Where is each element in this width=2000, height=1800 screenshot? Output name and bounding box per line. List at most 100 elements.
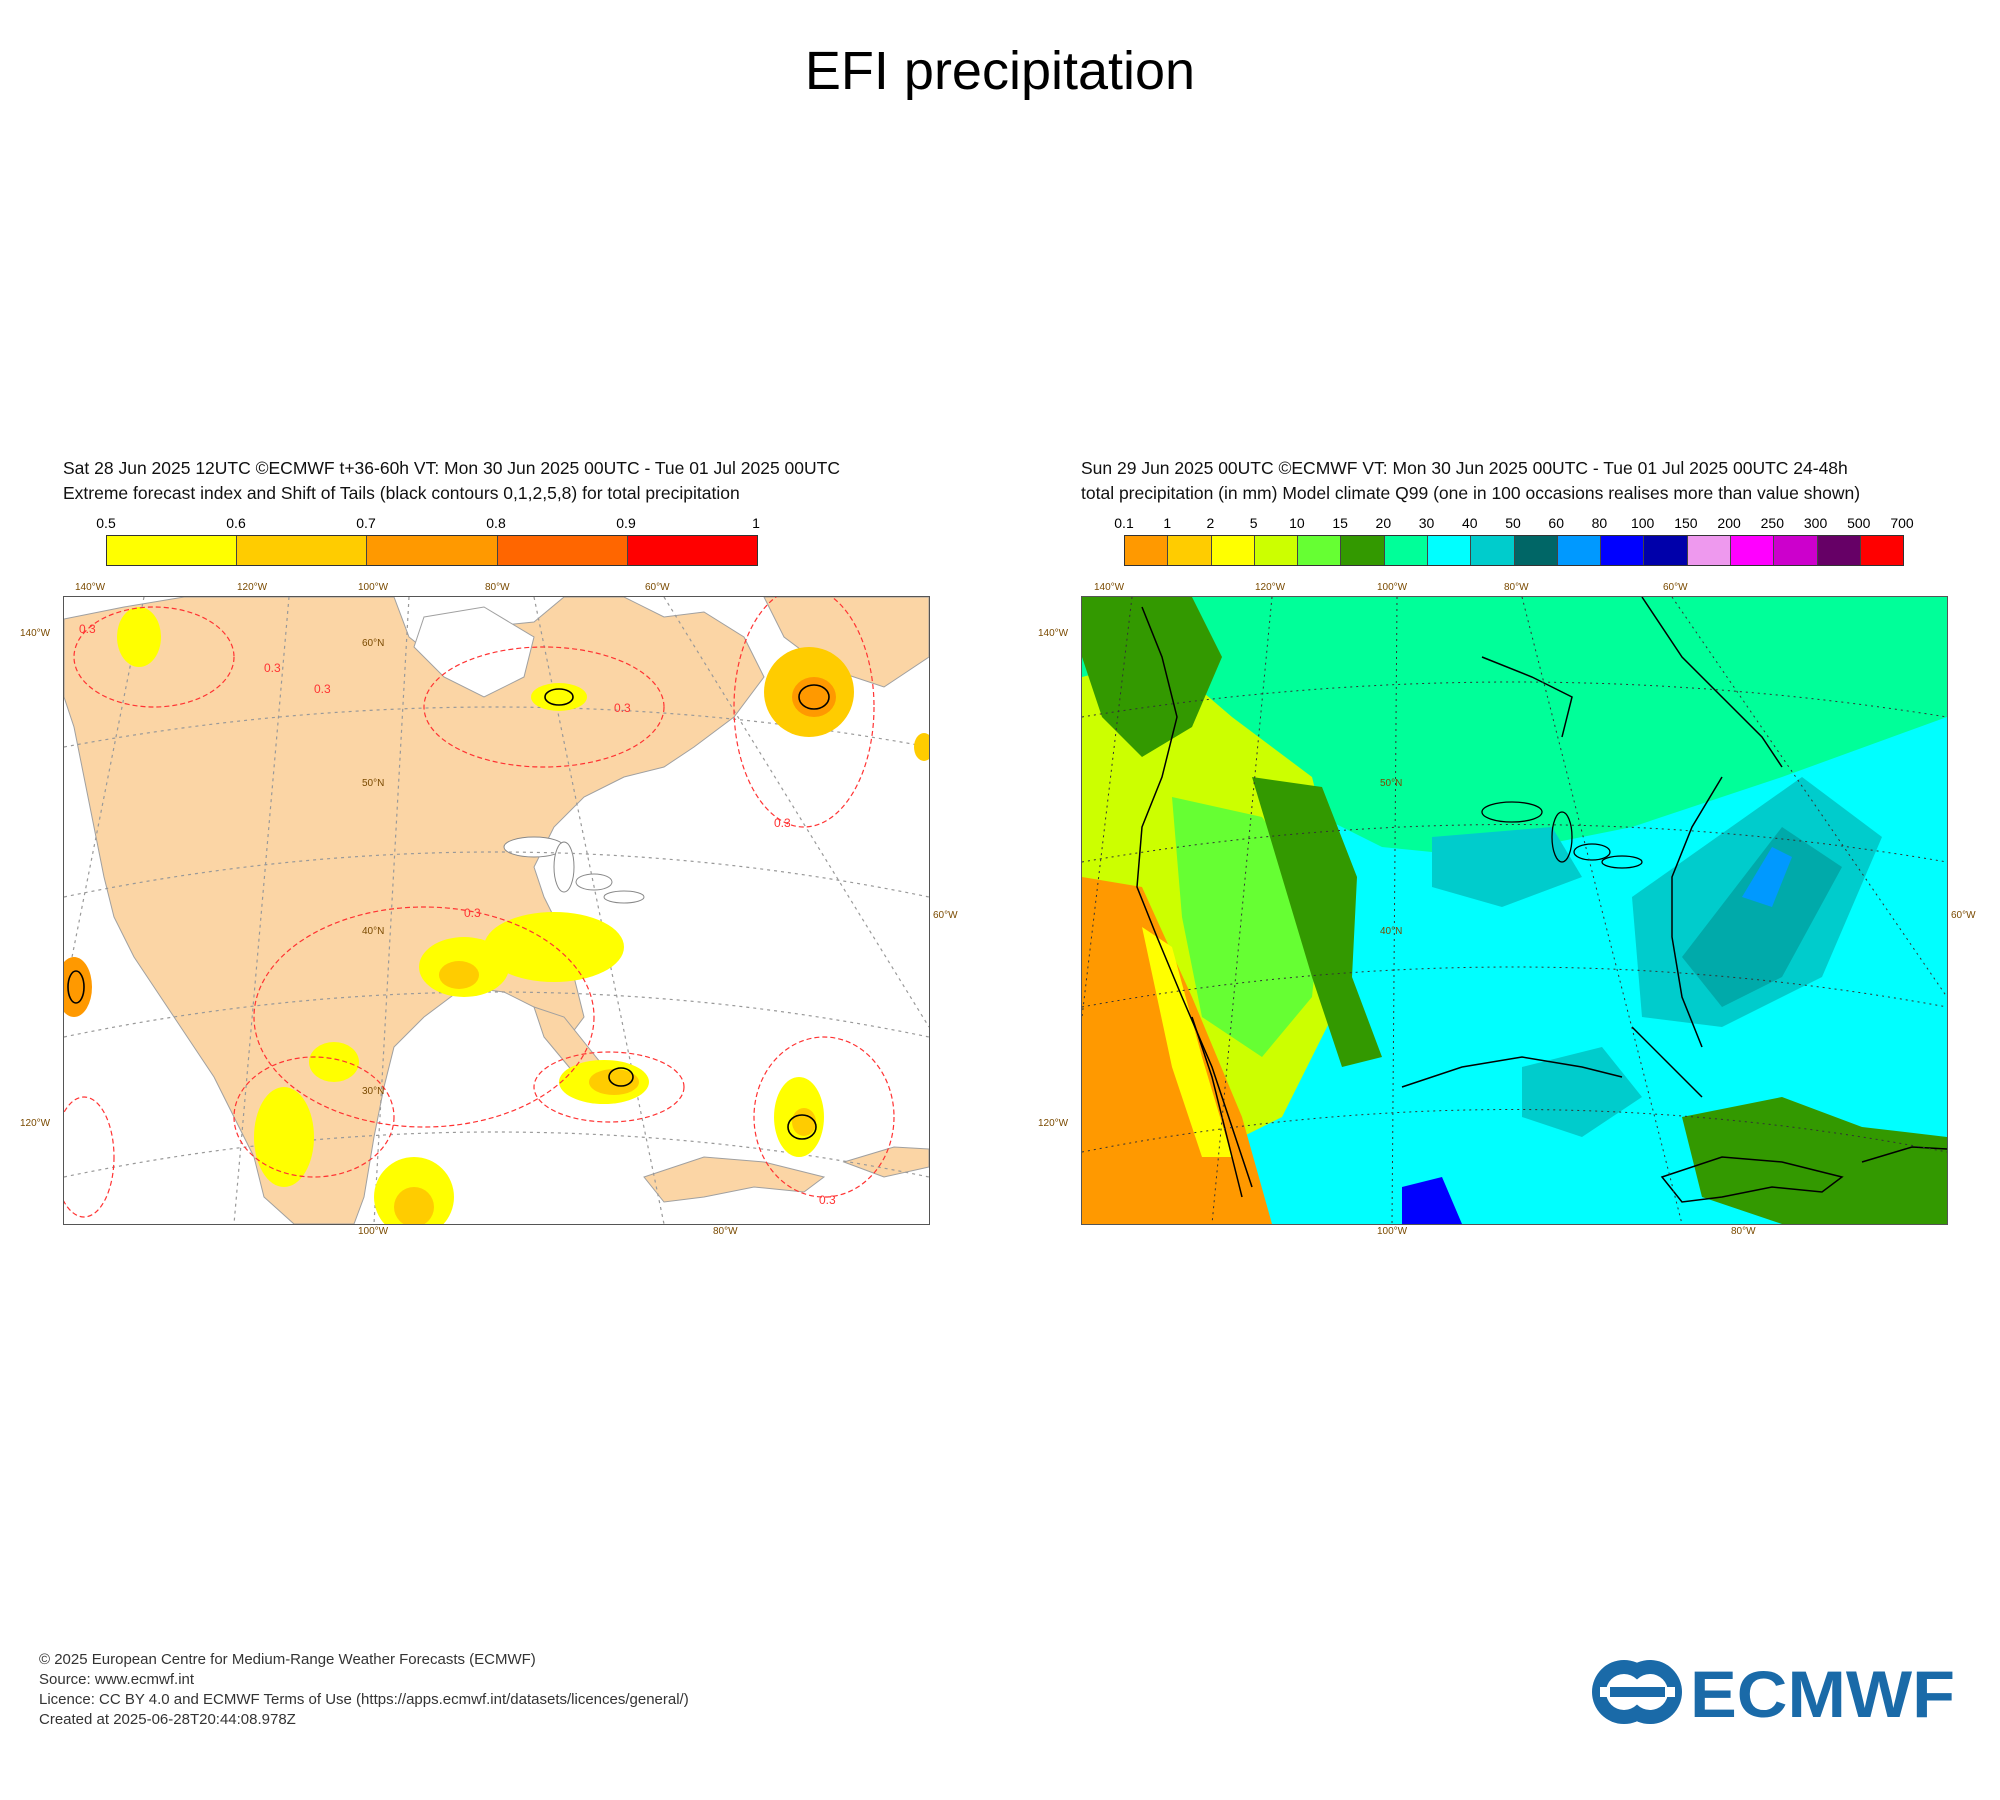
coord-label: 100°W — [358, 1226, 389, 1237]
efi-tick: 1 — [752, 515, 760, 531]
coord-label: 140°W — [1038, 628, 1069, 639]
precip-legend-ticks: 0.1 1 2 5 10 15 20 30 40 50 60 80 100 150 200 250 300 500… — [1114, 515, 1913, 531]
efi-tick: 0.8 — [486, 515, 506, 531]
zone-dark-teal-ocean — [1682, 827, 1842, 1007]
colorbar-swatch — [1340, 536, 1384, 565]
precip-tick: 150 — [1674, 515, 1698, 531]
colorbar-swatch — [1556, 536, 1601, 565]
precip-colorbar — [1124, 535, 1904, 566]
footer-source: Source: www.ecmwf.int — [39, 1671, 195, 1688]
coord-label: 100°W — [1377, 1226, 1408, 1237]
precip-header-line1: Sun 29 Jun 2025 00UTC ©ECMWF VT: Mon 30 … — [1081, 458, 1848, 478]
zone-teal-plains — [1432, 827, 1582, 907]
coord-label: 140°W — [1094, 582, 1125, 593]
coord-label: 100°W — [358, 582, 389, 593]
footer-licence: Licence: CC BY 4.0 and ECMWF Terms of Us… — [39, 1691, 689, 1708]
footer-copyright: © 2025 European Centre for Medium-Range … — [39, 1651, 536, 1668]
contour-label: 0.3 — [79, 622, 96, 636]
precip-tick: 2 — [1206, 515, 1215, 531]
coord-label: 50°N — [362, 778, 385, 789]
contour-label: 0.3 — [264, 661, 281, 675]
coord-label: 80°W — [1731, 1226, 1756, 1237]
zone-teal-gulf — [1522, 1047, 1642, 1137]
colorbar-swatch — [1643, 536, 1687, 565]
colorbar-swatch — [1686, 536, 1730, 565]
colorbar-swatch — [107, 536, 237, 565]
zone-dark-green-rockies — [1252, 777, 1382, 1067]
coord-label: 80°W — [713, 1226, 738, 1237]
precip-tick: 60 — [1548, 515, 1565, 531]
colorbar-swatch — [1773, 536, 1817, 565]
precip-tick: 500 — [1847, 515, 1871, 531]
efi-panel: Sat 28 Jun 2025 12UTC ©ECMWF t+36-60h VT… — [63, 456, 840, 506]
precip-map — [1081, 596, 1948, 1225]
efi-header-line2: Extreme forecast index and Shift of Tail… — [63, 483, 740, 503]
coord-label: 60°N — [362, 638, 385, 649]
precip-tick: 700 — [1890, 515, 1914, 531]
precip-tick: 30 — [1418, 515, 1435, 531]
colorbar-swatch — [1297, 536, 1341, 565]
zone-blue-core — [1742, 847, 1792, 907]
coord-label: 100°W — [1377, 582, 1408, 593]
contour-label: 0.3 — [314, 682, 331, 696]
efi-legend-ticks: 0.5 0.6 0.7 0.8 0.9 1 — [96, 515, 760, 531]
precip-tick: 80 — [1591, 515, 1608, 531]
coord-label: 60°W — [1663, 582, 1688, 593]
coord-label: 60°W — [645, 582, 670, 593]
caribbean-island — [842, 1146, 929, 1178]
colorbar-swatch — [1125, 536, 1168, 565]
colorbar-swatch — [1816, 536, 1860, 565]
precip-tick: 300 — [1803, 515, 1828, 531]
coord-label: 120°W — [237, 582, 268, 593]
precip-tick: 250 — [1760, 515, 1785, 531]
copyright-footer: © 2025 European Centre for Medium-Range … — [39, 1650, 689, 1730]
coord-label: 120°W — [1038, 1118, 1069, 1129]
coord-label: 60°W — [1951, 910, 1976, 921]
coord-label: 80°W — [485, 582, 510, 593]
contour-label: 0.3 — [464, 906, 481, 920]
precip-tick: 100 — [1630, 515, 1655, 531]
colorbar-swatch — [1513, 536, 1557, 565]
precip-tick: 5 — [1249, 515, 1258, 531]
colorbar-swatch — [1600, 536, 1644, 565]
colorbar-swatch — [496, 536, 627, 565]
colorbar-swatch — [1383, 536, 1427, 565]
greenland-edge — [763, 597, 929, 688]
colorbar-swatch — [1253, 536, 1298, 565]
coord-label: 40°N — [362, 926, 385, 937]
precip-tick: 200 — [1717, 515, 1741, 531]
efi-map: 0.3 0.3 0.3 0.3 0.3 0.3 0.3 — [63, 596, 930, 1225]
precip-header-line2: total precipitation (in mm) Model climat… — [1081, 483, 1861, 503]
efi-tick: 0.9 — [616, 515, 636, 531]
zone-blue-mexico — [1402, 1177, 1462, 1224]
contour-label: 0.3 — [819, 1193, 836, 1207]
efi-tick: 0.7 — [356, 515, 376, 531]
efi-colorbar — [106, 535, 758, 566]
colorbar-swatch — [1426, 536, 1471, 565]
contour-label: 0.3 — [774, 816, 791, 830]
precip-tick: 0.1 — [1114, 515, 1134, 531]
ecmwf-logo: ECMWF — [1590, 1657, 1960, 1731]
precip-tick: 1 — [1163, 515, 1172, 531]
precip-tick: 10 — [1289, 515, 1305, 531]
coord-label: 80°W — [1504, 582, 1529, 593]
coord-label: 40°N — [1380, 926, 1403, 937]
precip-tick: 15 — [1332, 515, 1348, 531]
great-lakes — [1481, 801, 1643, 869]
coord-label: 120°W — [20, 1118, 51, 1129]
precip-tick: 40 — [1461, 515, 1478, 531]
coord-label: 120°W — [1255, 582, 1286, 593]
efi-tick: 0.6 — [226, 515, 246, 531]
efi-tick: 0.5 — [96, 515, 116, 531]
colorbar-swatch — [366, 536, 497, 565]
coord-label: 140°W — [20, 628, 51, 639]
colorbar-swatch — [1729, 536, 1774, 565]
sot-contours — [67, 684, 830, 1140]
contour-label: 0.3 — [614, 701, 631, 715]
footer-created: Created at 2025-06-28T20:44:08.978Z — [39, 1711, 296, 1728]
precip-panel: Sun 29 Jun 2025 00UTC ©ECMWF VT: Mon 30 … — [1081, 456, 1860, 506]
zone-yellow-baja — [1142, 927, 1232, 1157]
colorbar-swatch — [1167, 536, 1211, 565]
efi-patches — [64, 607, 929, 1224]
coord-label: 50°N — [1380, 778, 1403, 789]
